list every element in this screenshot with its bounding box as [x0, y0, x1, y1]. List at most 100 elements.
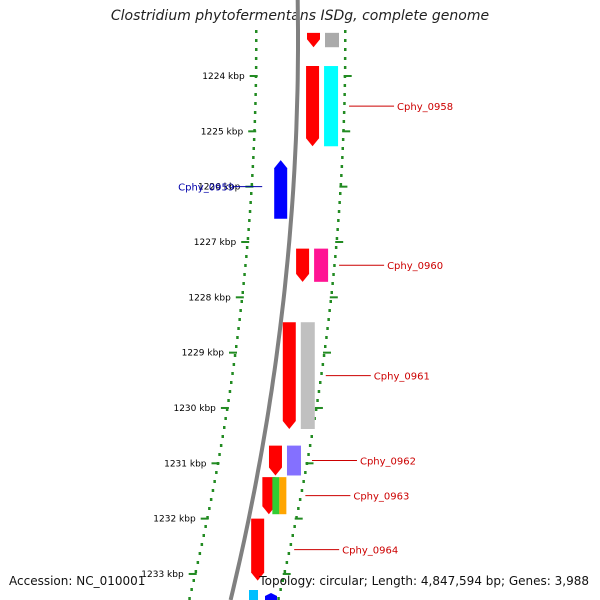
ruler-dot-inner: [250, 183, 254, 186]
ruler-dot-outer: [310, 435, 313, 438]
ruler-dot-outer: [342, 120, 346, 123]
cog-bar: [272, 477, 280, 515]
ruler-dot-inner: [204, 525, 207, 528]
ruler-dot-inner: [225, 408, 229, 411]
ruler-dot-inner: [211, 489, 215, 492]
ruler-dot-inner: [248, 219, 251, 222]
ruler-dot-outer: [343, 66, 347, 69]
ruler-dot-inner: [235, 345, 238, 348]
ruler-dot-inner: [246, 237, 250, 240]
ruler-dot-inner: [238, 318, 241, 321]
ruler-dot-outer: [307, 453, 310, 456]
ruler-dot-outer: [328, 309, 331, 312]
ruler-dot-inner: [255, 48, 258, 51]
ruler-dot-outer: [321, 363, 325, 366]
ruler-tick-label: 1229 kbp: [182, 349, 225, 359]
ruler-dot-outer: [302, 480, 305, 483]
ruler-dot-outer: [341, 138, 345, 141]
ruler-dot-inner: [255, 30, 258, 33]
ruler-dot-outer: [340, 174, 343, 177]
ruler-dot-outer: [343, 57, 347, 60]
backbone-layer: [228, 0, 300, 600]
ruler-tick-label: 1225 kbp: [201, 127, 244, 137]
ruler-dot-inner: [202, 534, 205, 537]
ruler-dot-inner: [254, 84, 258, 87]
ruler-tick-label: 1226 kbp: [198, 183, 241, 193]
ruler-dot-inner: [227, 399, 230, 402]
ruler-dot-outer: [308, 444, 312, 447]
ruler-dot-outer: [337, 210, 341, 213]
gene-label: Cphy_0963: [353, 492, 409, 503]
ruler-dot-inner: [252, 138, 256, 141]
cog-bar: [286, 445, 301, 476]
ruler-dot-inner: [198, 552, 202, 555]
ruler-dot-inner: [206, 516, 209, 519]
ruler-dot-outer: [300, 489, 304, 492]
ruler-dot-outer: [334, 255, 337, 258]
ruler-dot-outer: [324, 345, 327, 348]
ruler-dot-outer: [287, 552, 291, 555]
ruler-dot-outer: [331, 282, 334, 285]
ruler-tick-label: 1228 kbp: [188, 293, 231, 303]
ruler-dot-inner: [239, 309, 242, 312]
gene-arrow: [268, 445, 282, 476]
gene-arrow: [296, 248, 310, 282]
ruler-dot-outer: [337, 219, 340, 222]
ruler-dot-inner: [223, 426, 226, 429]
ruler-dot-outer: [327, 318, 330, 321]
ruler-dot-outer: [339, 192, 342, 195]
ruler-dot-outer: [326, 327, 329, 330]
gene-Cphy_0958: [306, 66, 339, 147]
ruler-tick-label: 1230 kbp: [173, 404, 216, 414]
ruler-dot-outer: [339, 183, 343, 186]
ruler-dot-outer: [279, 588, 282, 591]
ruler-dot-inner: [240, 300, 243, 303]
ruler-dot-outer: [341, 147, 344, 150]
ruler-dot-outer: [319, 381, 322, 384]
ruler-dot-inner: [215, 471, 218, 474]
ruler-dot-outer: [277, 597, 280, 600]
ruler-dot-outer: [295, 516, 298, 519]
cog-bar: [324, 66, 339, 147]
ruler-dot-inner: [251, 165, 255, 168]
ruler-dot-inner: [245, 255, 248, 258]
ruler-tick-label: 1233 kbp: [141, 570, 184, 580]
gene-label: Cphy_0962: [360, 457, 416, 468]
gene-label: Cphy_0958: [397, 102, 453, 113]
ruler-dot-inner: [254, 66, 258, 69]
ruler-dot-outer: [320, 372, 323, 375]
ruler-dot-outer: [344, 48, 347, 51]
accession-label: Accession: NC_010001: [9, 574, 146, 588]
ruler-dot-inner: [231, 372, 234, 375]
ruler-dot-outer: [344, 39, 347, 42]
ruler-dot-inner: [254, 57, 258, 60]
backbone-arc: [228, 0, 300, 600]
gene-arrow: [307, 32, 320, 48]
ruler-dot-inner: [253, 120, 257, 123]
cog-bar: [279, 477, 287, 515]
ruler-dot-inner: [237, 327, 240, 330]
ruler-dot-inner: [196, 561, 200, 564]
genome-summary: Topology: circular; Length: 4,847,594 bp…: [259, 574, 589, 588]
gene-Cphy_0964: [251, 518, 265, 581]
ruler-dot-inner: [254, 93, 257, 96]
ruler-dot-outer: [317, 390, 321, 393]
ruler-dot-outer: [322, 354, 326, 357]
ruler-dot-outer: [314, 408, 318, 411]
cog-bar: [325, 32, 339, 48]
ruler-dot-inner: [252, 147, 255, 150]
ruler-dot-inner: [188, 597, 191, 600]
ruler-dot-inner: [219, 444, 223, 447]
ruler-dot-inner: [218, 453, 221, 456]
gene-Cphy_0962: [268, 445, 301, 476]
gene-partial-bottom: [249, 590, 258, 600]
ruler-dot-inner: [236, 336, 239, 339]
gene-Cphy_0963: [262, 477, 287, 515]
gene-arrow: [306, 66, 320, 147]
ruler-dot-outer: [293, 525, 296, 528]
gene-label: Cphy_0959: [178, 183, 234, 194]
gene-label: Cphy_0960: [387, 261, 443, 272]
ruler-tick-label: 1227 kbp: [194, 238, 237, 248]
gene-partial: [307, 32, 339, 48]
